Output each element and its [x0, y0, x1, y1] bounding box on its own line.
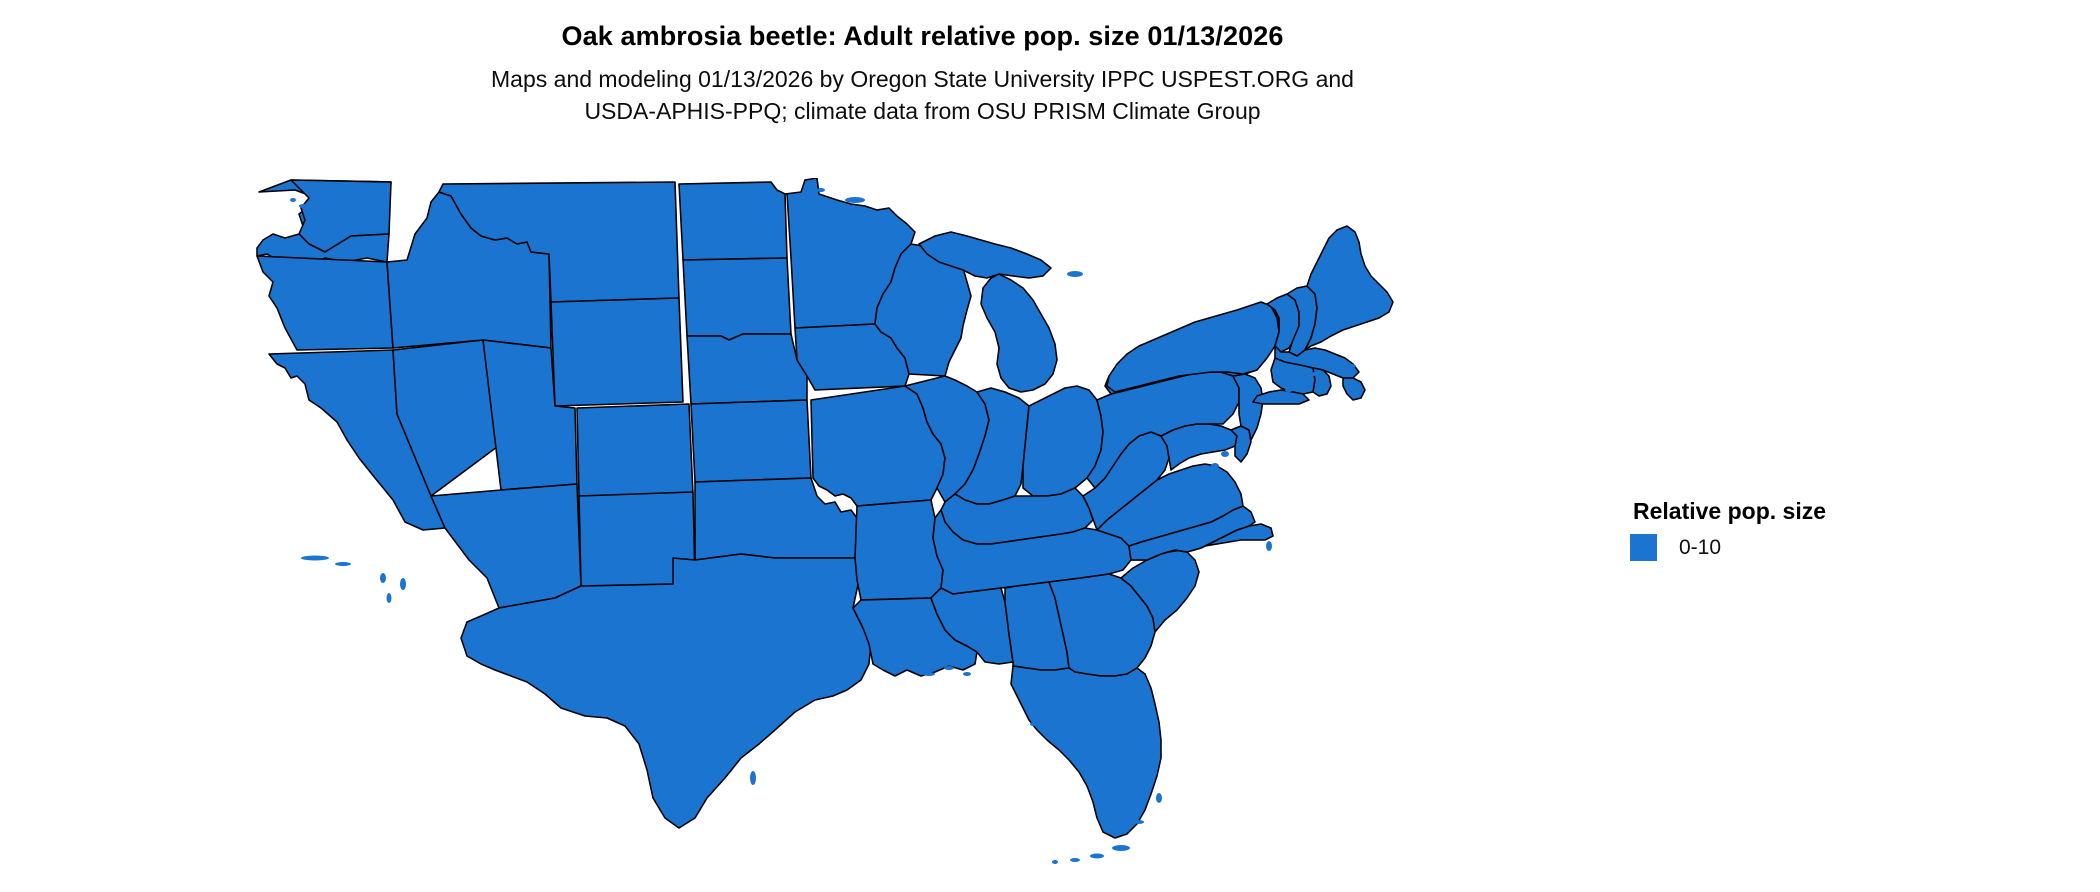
state-nebraska[interactable]	[686, 333, 808, 405]
island-dot	[1021, 305, 1029, 311]
island-dot	[944, 666, 954, 670]
long-island[interactable]	[1252, 389, 1310, 405]
island-dot	[1221, 451, 1229, 457]
island-dot	[1112, 845, 1130, 851]
state-florida[interactable]	[1010, 665, 1162, 839]
island-dot	[1266, 541, 1272, 551]
island-dot	[1070, 858, 1080, 862]
island-dot	[1067, 271, 1083, 277]
island-dot	[1156, 793, 1162, 803]
us-states-svg[interactable]	[255, 178, 1600, 878]
state-arizona[interactable]	[430, 483, 582, 609]
page-title: Oak ambrosia beetle: Adult relative pop.…	[561, 21, 1284, 51]
state-new-jersey[interactable]	[1232, 373, 1264, 441]
map-legend: Relative pop. size 0-10	[1630, 498, 1960, 561]
state-montana[interactable]	[438, 181, 680, 303]
state-georgia[interactable]	[1048, 573, 1156, 677]
island-dot	[1006, 297, 1016, 303]
island-dot	[1310, 372, 1320, 376]
island-dot	[906, 666, 916, 670]
legend-swatch-0-10	[1630, 534, 1657, 561]
island-dot	[1327, 368, 1339, 372]
island-dot	[817, 188, 825, 192]
state-arkansas[interactable]	[854, 499, 944, 601]
map-subtitle-line-2: USDA-APHIS-PPQ; climate data from OSU PR…	[584, 98, 1261, 124]
island-dot	[386, 593, 392, 603]
island-dot	[1260, 526, 1266, 538]
state-wyoming[interactable]	[550, 297, 684, 407]
island-dot	[1134, 820, 1144, 824]
state-michigan-upper[interactable]	[918, 231, 1052, 279]
island-dot	[1052, 860, 1058, 864]
island-dot	[301, 555, 329, 561]
island-dot	[750, 771, 756, 785]
island-dot	[991, 287, 1003, 293]
island-dot	[1030, 722, 1036, 726]
state-maine[interactable]	[1304, 225, 1394, 351]
state-wisconsin[interactable]	[874, 243, 972, 377]
cape-cod[interactable]	[1342, 377, 1366, 401]
island-dot	[1211, 463, 1219, 469]
island-dot	[1346, 364, 1356, 368]
state-kansas[interactable]	[690, 399, 812, 483]
island-dot	[845, 197, 865, 203]
map-subtitle-line-1: Maps and modeling 01/13/2026 by Oregon S…	[491, 66, 1354, 92]
island-dot	[400, 578, 406, 590]
map-subtitle: Maps and modeling 01/13/2026 by Oregon S…	[0, 63, 1845, 127]
state-north-dakota[interactable]	[678, 181, 788, 261]
legend-item-0-10[interactable]: 0-10	[1630, 534, 1960, 561]
title-block: Oak ambrosia beetle: Adult relative pop.…	[0, 20, 1845, 127]
island-dot	[963, 672, 971, 676]
island-dot	[290, 198, 296, 202]
legend-title: Relative pop. size	[1633, 498, 1827, 524]
island-dot	[380, 573, 386, 583]
island-dot	[335, 562, 351, 566]
island-dot	[1090, 853, 1104, 859]
choropleth-map[interactable]	[255, 178, 1600, 878]
coastal-islands	[290, 188, 1356, 864]
state-michigan-lower[interactable]	[980, 273, 1058, 393]
state-new-york-main[interactable]	[1106, 301, 1280, 393]
legend-label-0-10: 0-10	[1679, 535, 1722, 559]
island-dot	[1285, 388, 1293, 392]
state-south-dakota[interactable]	[682, 257, 792, 341]
island-dot	[923, 672, 935, 676]
island-dot	[1317, 382, 1325, 386]
state-colorado[interactable]	[576, 403, 694, 497]
state-oregon-main[interactable]	[256, 255, 394, 351]
island-dot	[299, 204, 307, 208]
